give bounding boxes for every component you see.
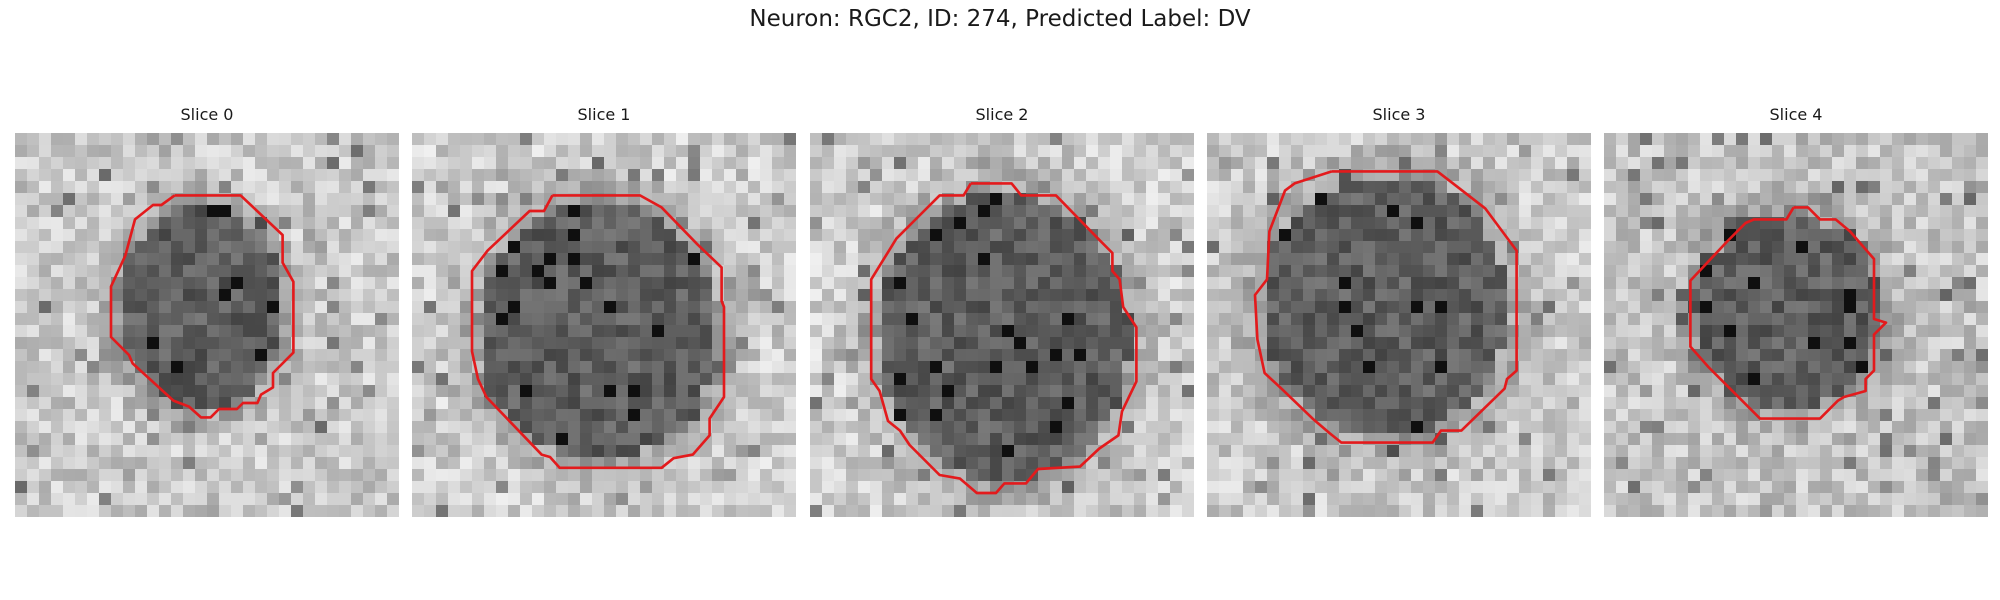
slice-title-4: Slice 4 [1769, 105, 1823, 124]
slice-title-2: Slice 2 [975, 105, 1029, 124]
cell-outline-2 [869, 182, 1138, 495]
cell-outline-4 [1689, 206, 1888, 420]
pixel-grid-0 [15, 133, 399, 517]
figure-title: Neuron: RGC2, ID: 274, Predicted Label: … [749, 6, 1251, 32]
slice-image-0 [15, 133, 399, 517]
pixel-grid-1 [412, 133, 796, 517]
cell-outline-1 [470, 194, 726, 470]
slice-image-1 [412, 133, 796, 517]
pixel-grid-3 [1207, 133, 1591, 517]
pixel-grid-2 [810, 133, 1194, 517]
slice-title-0: Slice 0 [180, 105, 234, 124]
slice-title-1: Slice 1 [577, 105, 631, 124]
cell-outline-0 [109, 194, 295, 419]
slice-title-3: Slice 3 [1372, 105, 1426, 124]
pixel-grid-4 [1604, 133, 1988, 517]
cell-outline-3 [1253, 170, 1518, 444]
slice-image-4 [1604, 133, 1988, 517]
slice-image-2 [810, 133, 1194, 517]
slice-image-3 [1207, 133, 1591, 517]
